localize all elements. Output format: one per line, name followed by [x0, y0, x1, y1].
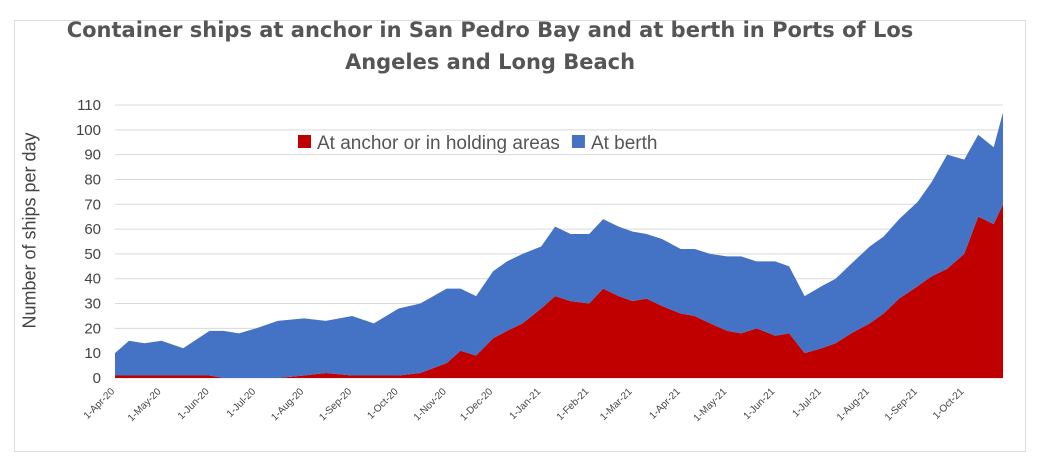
- y-tick-label: 70: [84, 196, 101, 213]
- chart-frame: [14, 20, 1026, 452]
- x-tick-label: 1-Aug-21: [835, 386, 872, 423]
- x-tick-label: 1-Nov-20: [412, 386, 449, 423]
- y-tick-label: 40: [84, 271, 101, 288]
- x-tick-label: 1-May-20: [126, 386, 164, 424]
- x-tick-label: 1-Dec-20: [458, 386, 495, 423]
- legend-label: At anchor or in holding areas: [317, 133, 560, 154]
- y-tick-label: 0: [93, 370, 101, 387]
- series-area-berth: [115, 112, 1003, 378]
- chart-title: Container ships at anchor in San Pedro B…: [66, 18, 914, 74]
- x-tick-label: 1-Jul-20: [225, 386, 259, 420]
- y-tick-label: 10: [84, 345, 101, 362]
- x-tick-label: 1-Jul-21: [790, 386, 824, 420]
- x-tick-label: 1-Oct-20: [365, 386, 401, 422]
- legend-label: At berth: [591, 133, 658, 154]
- y-tick-label: 80: [84, 171, 101, 188]
- x-tick-label: 1-Sep-20: [317, 386, 354, 423]
- series-area-anchor: [115, 204, 1003, 378]
- x-tick-label: 1-Apr-20: [82, 386, 118, 422]
- y-tick-label: 90: [84, 147, 101, 164]
- legend-swatch: [571, 135, 585, 148]
- x-tick-label: 1-Aug-20: [269, 386, 306, 423]
- x-tick-label: 1-Mar-21: [598, 386, 635, 423]
- x-tick-label: 1-Jan-21: [508, 386, 544, 422]
- y-tick-label: 20: [84, 320, 101, 337]
- x-tick-label: 1-Feb-21: [555, 386, 592, 423]
- y-tick-label: 60: [84, 221, 101, 238]
- y-tick-label: 30: [84, 296, 101, 313]
- x-tick-label: 1-Apr-21: [647, 386, 683, 422]
- x-tick-label: 1-May-21: [692, 386, 730, 424]
- legend-swatch: [298, 135, 311, 148]
- x-tick-label: 1-Sep-21: [883, 386, 920, 423]
- x-tick-label: 1-Jun-21: [742, 386, 778, 422]
- y-tick-label: 100: [76, 122, 101, 139]
- x-tick-label: 1-Jun-20: [176, 386, 212, 422]
- y-tick-label: 110: [77, 97, 101, 114]
- x-tick-label: 1-Oct-21: [931, 386, 967, 422]
- y-tick-label: 50: [84, 246, 101, 263]
